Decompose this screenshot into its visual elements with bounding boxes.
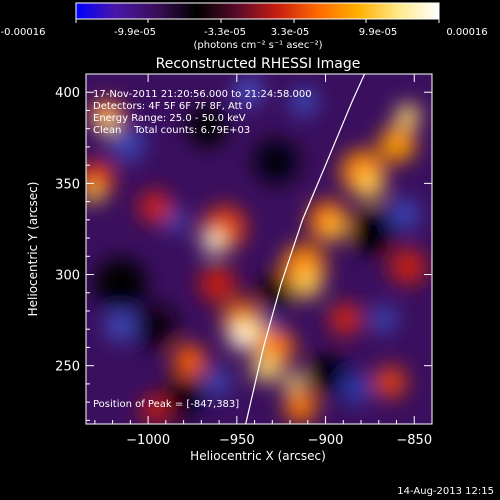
chart-title: Reconstructed RHESSI Image xyxy=(156,56,361,72)
emission-blob xyxy=(329,303,362,335)
annotation-energy-range: Energy Range: 25.0 - 50.0 keV xyxy=(93,113,246,124)
emission-blob xyxy=(94,258,147,310)
y-tick-label: 350 xyxy=(55,177,80,192)
y-tick-label: 300 xyxy=(55,269,80,284)
emission-blob xyxy=(163,209,188,233)
colorbar-tick-label: 3.3e-05 xyxy=(271,27,309,38)
colorbar-tick-label: -3.3e-05 xyxy=(204,27,246,38)
annotation-peak-position: Position of Peak = [-847,383] xyxy=(93,399,239,410)
emission-blob xyxy=(104,310,137,342)
colorbar: -0.00016 -9.9e-05 -3.3e-05 3.3e-05 9.9e-… xyxy=(1,2,488,51)
x-tick-label: −850 xyxy=(396,433,432,448)
emission-blob xyxy=(199,266,236,302)
image-blobs xyxy=(86,77,426,424)
emission-blob xyxy=(284,390,317,423)
emission-blob xyxy=(139,191,172,223)
x-tick-label: −950 xyxy=(219,433,255,448)
colorbar-bar xyxy=(75,2,440,20)
emission-blob xyxy=(351,209,396,254)
emission-blob xyxy=(234,77,263,106)
emission-blob xyxy=(293,270,322,298)
emission-blob xyxy=(258,273,295,309)
colorbar-tick-label: 9.9e-05 xyxy=(359,27,397,38)
x-axis-label: Heliocentric X (arcsec) xyxy=(190,449,326,463)
emission-blob xyxy=(369,305,398,333)
y-axis-ticks xyxy=(86,73,432,421)
y-tick-label: 250 xyxy=(55,360,80,375)
y-axis-label: Heliocentric Y (arcsec) xyxy=(26,182,40,317)
emission-blob xyxy=(379,126,416,162)
emission-blob xyxy=(395,104,420,128)
emission-blob xyxy=(308,355,349,395)
emission-blob xyxy=(389,248,426,285)
emission-blob xyxy=(254,139,299,184)
emission-blob xyxy=(339,373,372,405)
emission-blob xyxy=(203,235,218,249)
emission-blob xyxy=(251,354,280,382)
emission-blob xyxy=(355,172,384,200)
emission-blob xyxy=(173,345,206,377)
plot-frame xyxy=(85,73,433,425)
emission-blob xyxy=(289,88,318,116)
annotation-time-range: 17-Nov-2011 21:20:56.000 to 21:24:58.000 xyxy=(93,89,312,100)
colorbar-tick-label: -9.9e-05 xyxy=(114,27,156,38)
emission-blob xyxy=(388,198,421,230)
colorbar-unit-label: (photons cm⁻² s⁻¹ asec⁻²) xyxy=(193,40,322,51)
emission-blob xyxy=(283,372,304,392)
emission-blob xyxy=(203,368,232,396)
x-tick-label: −1000 xyxy=(126,433,170,448)
y-tick-label: 400 xyxy=(55,86,80,101)
emission-blob xyxy=(231,326,252,347)
emission-blob xyxy=(187,106,228,147)
emission-blob xyxy=(323,216,348,240)
image-area xyxy=(86,74,432,424)
annotation-clean-counts: Clean Total counts: 6.79E+03 xyxy=(93,125,250,136)
footer-timestamp: 14-Aug-2013 12:15 xyxy=(397,486,494,497)
emission-blob xyxy=(374,366,407,398)
emission-blob xyxy=(133,304,178,348)
annotation-detectors: Detectors: 4F 5F 6F 7F 8F, Att 0 xyxy=(93,101,252,112)
emission-blob xyxy=(162,376,203,416)
solar-limb-line xyxy=(245,74,366,424)
x-tick-label: −900 xyxy=(308,433,344,448)
colorbar-tick-label: 0.00016 xyxy=(446,27,487,38)
colorbar-tick-label: -0.00016 xyxy=(1,27,46,38)
x-axis-ticks xyxy=(94,74,433,424)
emission-blob xyxy=(96,113,117,133)
colorbar-ticks xyxy=(75,19,440,23)
emission-blob xyxy=(109,126,146,162)
emission-blob xyxy=(86,183,103,203)
